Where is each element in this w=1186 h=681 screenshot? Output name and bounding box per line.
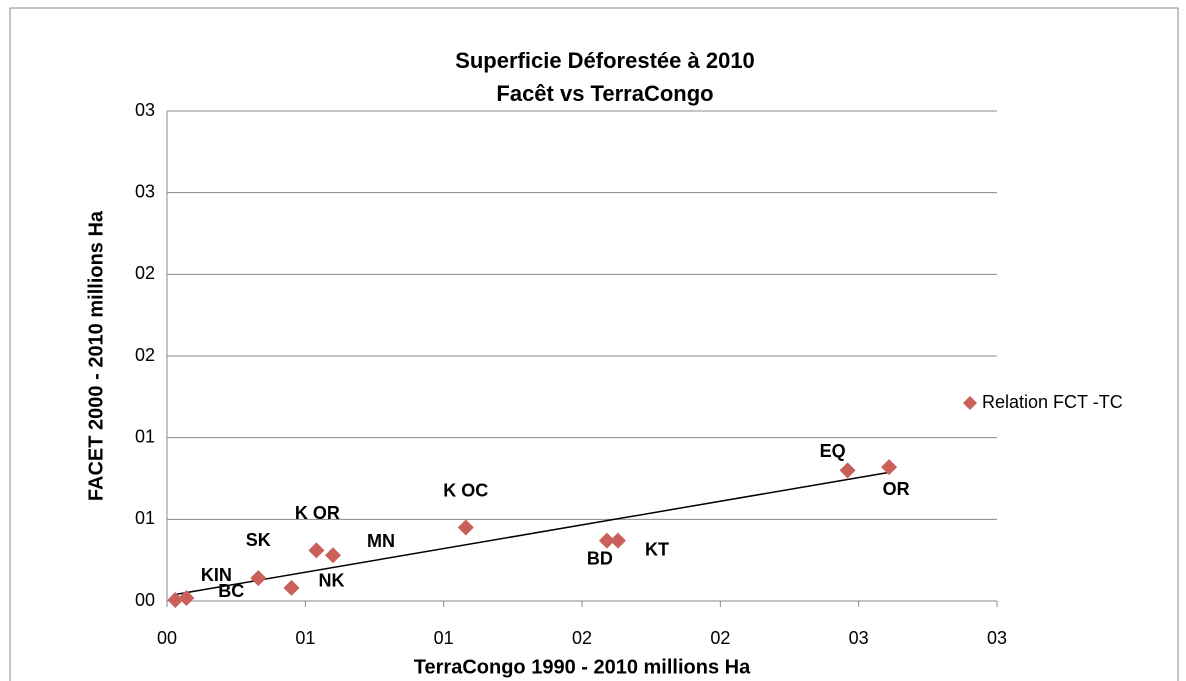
point [283,579,300,596]
trendline [175,471,890,596]
point-label: NK [319,571,345,591]
y-tick-label: 03 [135,181,155,201]
x-axis-title: TerraCongo 1990 - 2010 millions Ha [414,656,751,678]
y-tick-label: 00 [135,590,155,610]
x-tick-label: 03 [987,628,1007,648]
chart-subtitle: Facêt vs TerraCongo [496,81,713,106]
point [881,459,898,476]
point [325,547,341,564]
point-label: BD [587,548,613,568]
x-tick-label: 00 [157,628,177,648]
legend-marker [963,396,977,410]
point [308,542,325,559]
y-tick-label: 01 [135,508,155,528]
point-label: EQ [820,441,846,461]
y-tick-label: 01 [135,426,155,446]
point-label: KT [645,539,669,559]
x-tick-label: 02 [572,628,592,648]
point [839,462,856,479]
x-tick-label: 01 [434,628,454,648]
point-label: BC [218,581,244,601]
point [178,590,195,607]
point-label: SK [246,530,271,550]
point-label: MN [367,531,395,551]
x-tick-label: 03 [849,628,869,648]
x-tick-label: 01 [295,628,315,648]
point-label: K OR [295,503,340,523]
chart-title: Superficie Déforestée à 2010 [455,48,755,73]
point [598,532,615,549]
y-axis-title: FACET 2000 - 2010 millions Ha [85,210,107,501]
point-label: KIN [201,565,232,585]
x-tick-label: 02 [710,628,730,648]
chart-frame [9,7,1179,681]
point [457,519,474,536]
point [167,592,184,609]
point [609,532,626,549]
y-tick-label: 03 [135,100,155,120]
legend-label: Relation FCT -TC [982,392,1123,412]
y-tick-label: 02 [135,263,155,283]
point-label: OR [883,479,910,499]
point-label: K OC [443,480,488,500]
point [250,570,267,587]
y-tick-label: 02 [135,345,155,365]
